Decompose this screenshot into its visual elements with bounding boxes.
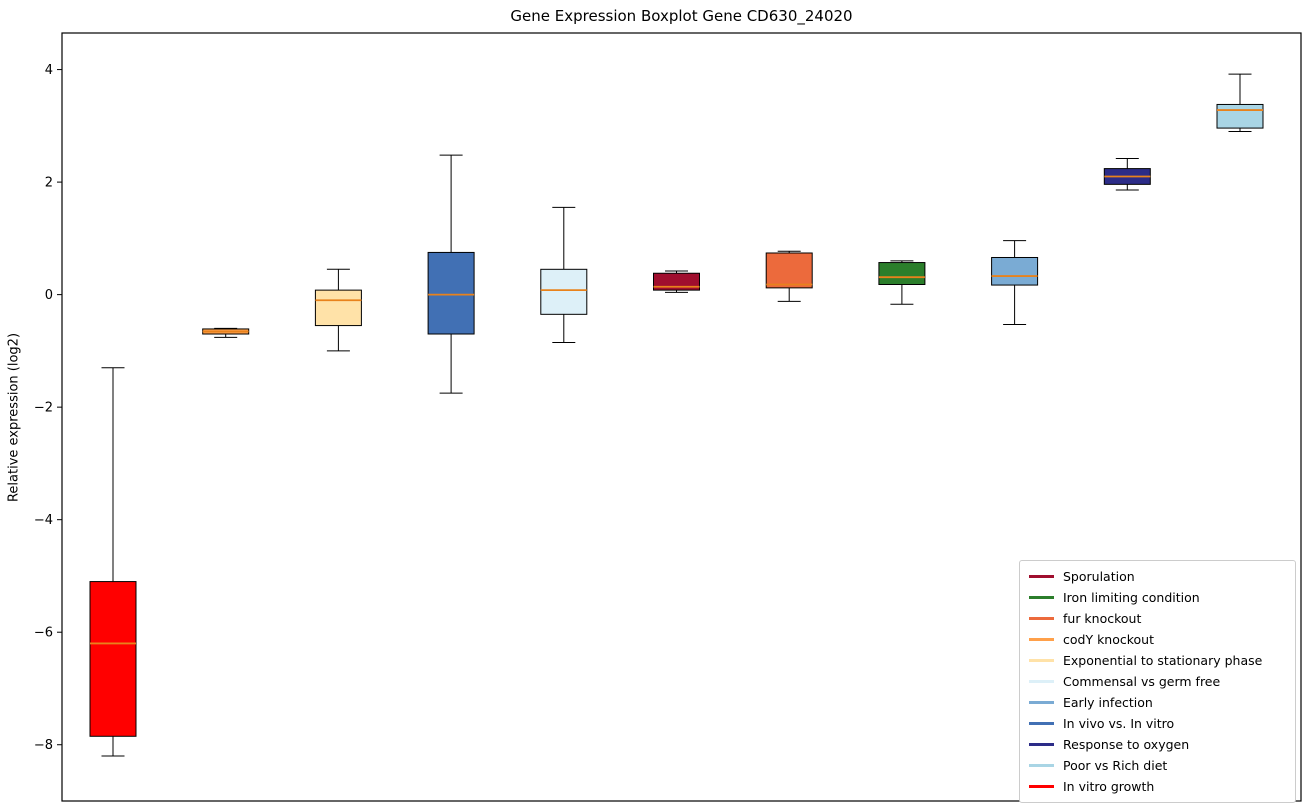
legend-label: Poor vs Rich diet: [1063, 758, 1168, 773]
legend-label: Sporulation: [1063, 569, 1135, 584]
legend-label: Exponential to stationary phase: [1063, 653, 1263, 668]
y-tick-label: −8: [34, 738, 53, 753]
box-iron-limiting-condition: [878, 262, 926, 285]
legend-item: fur knockout: [1029, 608, 1286, 629]
y-tick-label: −6: [34, 626, 53, 641]
legend-label: Response to oxygen: [1063, 737, 1190, 752]
legend-item: Sporulation: [1029, 566, 1286, 587]
legend-label: Commensal vs germ free: [1063, 674, 1221, 689]
legend-color-line: [1029, 680, 1054, 683]
legend-item: In vitro growth: [1029, 776, 1286, 797]
legend-color-line: [1029, 596, 1054, 599]
legend-label: fur knockout: [1063, 611, 1142, 626]
legend: Sporulation Iron limiting condition fur kn…: [1019, 560, 1296, 803]
box-commensal-vs-germ-free: [540, 268, 588, 315]
box-exponential-to-stationary-phase: [314, 289, 362, 327]
chart-title: Gene Expression Boxplot Gene CD630_24020: [510, 7, 853, 25]
legend-color-line: [1029, 785, 1054, 788]
legend-item: In vivo vs. In vitro: [1029, 713, 1286, 734]
legend-label: Early infection: [1063, 695, 1153, 710]
legend-color-line: [1029, 638, 1054, 641]
legend-color-line: [1029, 701, 1054, 704]
y-tick-label: 4: [45, 63, 53, 78]
legend-item: Response to oxygen: [1029, 734, 1286, 755]
legend-color-line: [1029, 722, 1054, 725]
y-tick-label: 0: [45, 288, 53, 303]
legend-label: codY knockout: [1063, 632, 1155, 647]
box-poor-vs-rich-diet: [1216, 103, 1264, 129]
box-in-vivo-vs-in-vitro: [427, 251, 475, 335]
box-in-vitro-growth: [89, 581, 137, 737]
legend-color-line: [1029, 659, 1054, 662]
box-fur-knockout: [765, 252, 813, 289]
y-tick-label: 2: [45, 176, 53, 191]
legend-item: Exponential to stationary phase: [1029, 650, 1286, 671]
legend-item: codY knockout: [1029, 629, 1286, 650]
y-tick-label: −4: [34, 513, 53, 528]
legend-label: Iron limiting condition: [1063, 590, 1200, 605]
legend-label: In vivo vs. In vitro: [1063, 716, 1175, 731]
legend-color-line: [1029, 575, 1054, 578]
legend-label: In vitro growth: [1063, 779, 1155, 794]
legend-item: Early infection: [1029, 692, 1286, 713]
legend-color-line: [1029, 617, 1054, 620]
legend-item: Poor vs Rich diet: [1029, 755, 1286, 776]
box-early-infection: [991, 256, 1039, 286]
legend-item: Iron limiting condition: [1029, 587, 1286, 608]
legend-color-line: [1029, 764, 1054, 767]
plot-border: [61, 32, 1302, 802]
y-tick-label: −2: [34, 401, 53, 416]
legend-item: Commensal vs germ free: [1029, 671, 1286, 692]
legend-color-line: [1029, 743, 1054, 746]
